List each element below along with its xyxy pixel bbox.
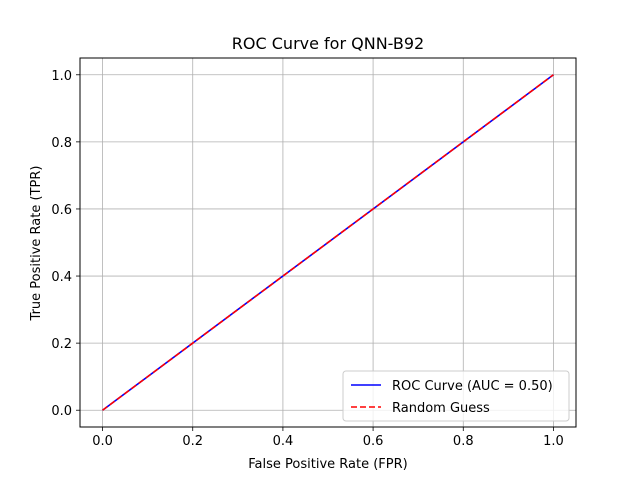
y-tick-label-0: 0.0	[51, 404, 72, 419]
y-tick-label-5: 1.0	[51, 69, 72, 84]
y-tick-label-3: 0.6	[51, 203, 72, 218]
x-tick-label-4: 0.8	[453, 434, 474, 449]
y-tick-label-1: 0.2	[51, 337, 72, 352]
legend: ROC Curve (AUC = 0.50) Random Guess	[342, 370, 570, 422]
legend-label-1: Random Guess	[392, 401, 490, 416]
x-tick-label-0: 0.0	[92, 434, 113, 449]
x-tick-label-3: 0.6	[363, 434, 384, 449]
plot-frame	[79, 57, 577, 428]
x-axis-label: False Positive Rate (FPR)	[248, 457, 407, 472]
axes	[76, 57, 577, 431]
x-tick-label-5: 1.0	[543, 434, 564, 449]
y-tick-label-4: 0.8	[51, 136, 72, 151]
legend-box	[342, 370, 570, 422]
series-lines	[102, 74, 554, 411]
x-tick-label-2: 0.4	[273, 434, 294, 449]
legend-label-0: ROC Curve (AUC = 0.50)	[392, 379, 553, 394]
y-axis-label: True Positive Rate (TPR)	[29, 166, 44, 322]
grid-lines	[80, 58, 576, 427]
series-line-1	[102, 74, 554, 411]
chart-title: ROC Curve for QNN-B92	[232, 34, 424, 53]
x-tick-label-1: 0.2	[182, 434, 203, 449]
tick-labels: 0.0 0.2 0.4 0.6 0.8 1.0 0.0 0.2 0.4 0.6 0.8 1.0	[51, 69, 563, 449]
y-tick-label-2: 0.4	[51, 270, 72, 285]
